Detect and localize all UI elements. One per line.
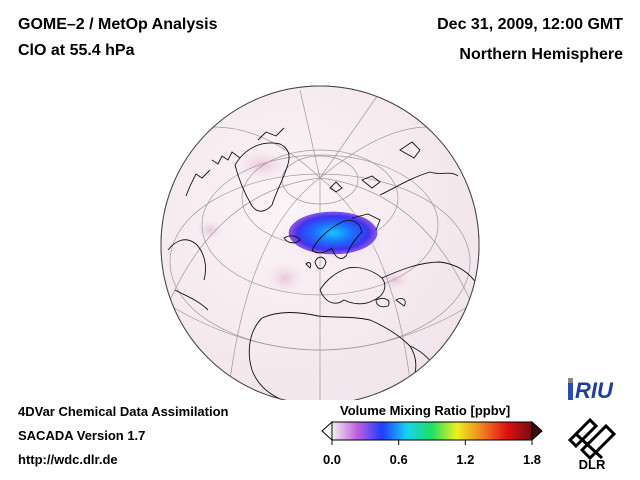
colorbar-fill (331, 421, 533, 441)
riu-logo: RIU (568, 378, 614, 403)
colorbar-tick-label: 1.2 (456, 452, 475, 467)
footer-method: 4DVar Chemical Data Assimilation (18, 404, 229, 419)
colorbar-title: Volume Mixing Ratio [ppbv] (340, 403, 511, 418)
map-subtitle: ClO at 55.4 hPa (18, 42, 135, 59)
dlr-logo: DLR (567, 417, 617, 472)
colorbar-tick-label: 0.0 (322, 452, 342, 467)
colorbar-over-arrow (531, 420, 543, 442)
map-title: GOME–2 / MetOp Analysis (18, 16, 218, 33)
graticule (161, 89, 479, 400)
colorbar-tick-label: 1.8 (522, 452, 542, 467)
footer-url-link[interactable]: http://wdc.dlr.de (18, 452, 118, 467)
date-label: Dec 31, 2009, 12:00 GMT (437, 16, 623, 33)
colorbar (321, 420, 543, 445)
coastlines (167, 127, 479, 400)
globe-map (160, 85, 480, 400)
colorbar-tick-label: 0.6 (389, 452, 408, 467)
region-label: Northern Hemisphere (459, 46, 623, 63)
clo-enhancement (288, 211, 378, 255)
svg-text:RIU: RIU (575, 378, 614, 403)
colorbar-under-arrow (321, 420, 333, 442)
footer-version: SACADA Version 1.7 (18, 428, 146, 443)
svg-text:DLR: DLR (579, 457, 606, 472)
